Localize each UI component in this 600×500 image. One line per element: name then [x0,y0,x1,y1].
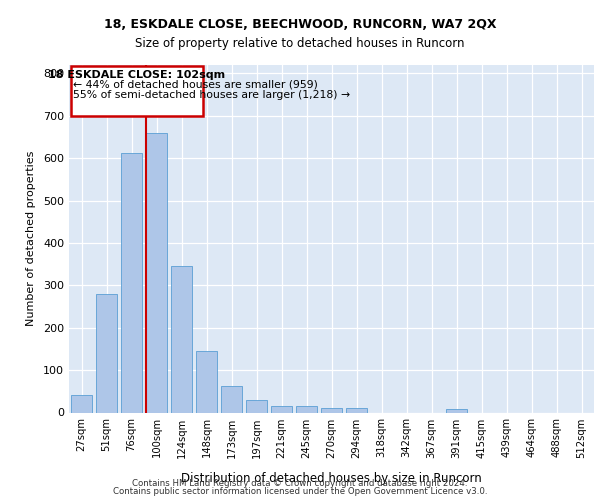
X-axis label: Distribution of detached houses by size in Runcorn: Distribution of detached houses by size … [181,472,482,484]
Text: Contains HM Land Registry data © Crown copyright and database right 2024.: Contains HM Land Registry data © Crown c… [132,478,468,488]
Bar [121,152,142,412]
Text: 18 ESKDALE CLOSE: 102sqm: 18 ESKDALE CLOSE: 102sqm [49,70,226,80]
Y-axis label: Number of detached properties: Number of detached properties [26,151,36,326]
Bar [196,351,217,412]
Bar [271,406,292,412]
Bar [221,386,242,412]
Bar [146,133,167,412]
Bar [321,408,342,412]
Bar [296,406,317,412]
Text: 55% of semi-detached houses are larger (1,218) →: 55% of semi-detached houses are larger (… [73,90,350,100]
Bar [346,408,367,412]
FancyBboxPatch shape [71,66,203,116]
Text: ← 44% of detached houses are smaller (959): ← 44% of detached houses are smaller (95… [73,80,318,90]
Bar [446,409,467,412]
Text: 18, ESKDALE CLOSE, BEECHWOOD, RUNCORN, WA7 2QX: 18, ESKDALE CLOSE, BEECHWOOD, RUNCORN, W… [104,18,496,30]
Bar [96,294,117,412]
Text: Contains public sector information licensed under the Open Government Licence v3: Contains public sector information licen… [113,487,487,496]
Bar [71,394,92,412]
Bar [246,400,267,412]
Bar [171,266,192,412]
Text: Size of property relative to detached houses in Runcorn: Size of property relative to detached ho… [135,38,465,51]
